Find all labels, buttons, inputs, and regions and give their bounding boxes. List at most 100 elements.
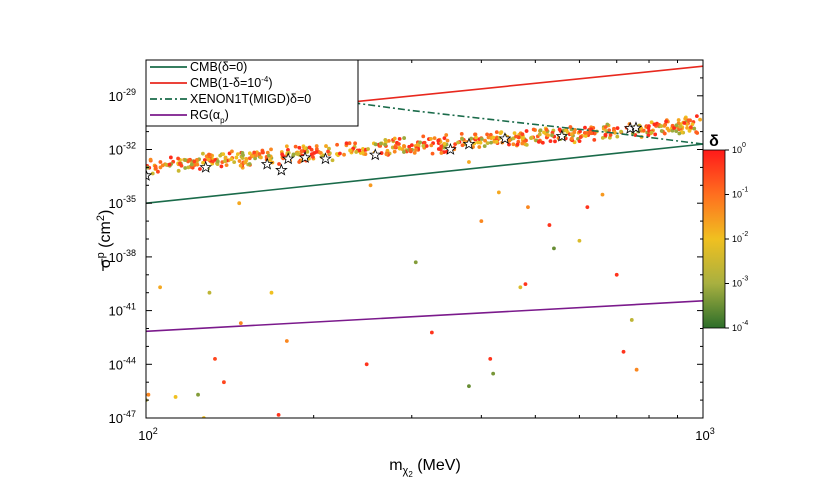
band-point: [335, 152, 339, 156]
band-point: [412, 150, 417, 155]
star-marker: [298, 151, 312, 164]
band-point: [158, 160, 163, 164]
band-point: [297, 145, 302, 150]
band-point: [548, 139, 553, 144]
colorbar-tick-label: 10-4: [732, 320, 748, 333]
band-point: [238, 163, 243, 168]
band-point: [491, 135, 496, 140]
band-point: [259, 155, 263, 160]
band-point: [432, 136, 437, 141]
band-point: [489, 140, 493, 145]
band-point: [436, 147, 441, 151]
band-point: [373, 142, 378, 147]
scatter-point: [237, 201, 242, 206]
band-point: [430, 151, 435, 156]
band-point: [207, 152, 211, 157]
band-point: [649, 130, 654, 135]
band-point: [439, 144, 444, 149]
band-point: [164, 162, 169, 167]
band-point: [492, 139, 496, 144]
band-point: [659, 124, 664, 128]
star-marker: [275, 163, 288, 176]
band-point: [257, 152, 262, 156]
scatter-point: [413, 260, 418, 265]
scatter-point: [479, 219, 484, 224]
scatter-point: [496, 190, 501, 195]
band-point: [557, 127, 562, 132]
band-point: [379, 141, 383, 146]
band-point: [240, 150, 245, 155]
scatter-point: [158, 285, 162, 290]
scatter-point: [467, 384, 471, 389]
band-point: [474, 135, 478, 140]
star-marker: [629, 121, 643, 134]
band-point: [266, 153, 271, 158]
scatter-point: [629, 318, 634, 322]
curve-0: [146, 143, 703, 204]
band-point: [476, 140, 480, 145]
x-tick-label: 103: [695, 426, 714, 443]
band-point: [160, 163, 165, 168]
band-point: [167, 162, 172, 167]
band-point: [200, 151, 205, 156]
y-tick-label: 10-35: [109, 194, 136, 211]
band-point: [537, 132, 542, 137]
band-point: [692, 126, 697, 131]
legend-label: CMB(1-δ=10-4): [190, 75, 273, 90]
band-point: [176, 168, 181, 173]
band-point: [421, 143, 426, 148]
band-point: [569, 136, 574, 141]
band-point: [686, 118, 691, 123]
curve-3: [146, 300, 703, 333]
x-tick-label: 102: [138, 426, 157, 443]
band-point: [422, 140, 427, 145]
band-point: [187, 158, 191, 163]
scatter-point: [577, 238, 582, 243]
band-point: [608, 133, 613, 137]
scatter-point: [488, 357, 493, 361]
legend-label: XENON1T(MIGD)δ=0: [190, 92, 311, 106]
band-point: [237, 159, 242, 163]
band-point: [243, 160, 248, 165]
band-point: [338, 151, 342, 156]
band-point: [221, 152, 226, 156]
band-point: [514, 134, 518, 139]
band-point: [347, 141, 352, 146]
scatter-point: [196, 392, 200, 397]
band-point: [583, 125, 587, 130]
band-point: [694, 130, 699, 135]
band-point: [192, 159, 197, 164]
star-marker: [199, 160, 213, 173]
band-point: [183, 166, 188, 170]
band-point: [183, 158, 188, 162]
band-point: [291, 152, 296, 157]
band-point: [286, 148, 290, 152]
band-point: [442, 141, 447, 146]
scatter-point: [364, 362, 369, 367]
band-point: [383, 138, 388, 142]
band-point: [676, 118, 681, 122]
band-point: [215, 159, 220, 164]
y-axis-title: σp (cm2): [95, 210, 114, 269]
band-point: [479, 137, 484, 141]
band-point: [235, 152, 240, 157]
band-point: [363, 152, 368, 156]
scatter-point: [276, 412, 281, 417]
band-point: [234, 155, 239, 160]
band-point: [678, 124, 683, 129]
band-point: [569, 132, 574, 137]
band-point: [342, 152, 346, 157]
band-point: [540, 140, 545, 145]
band-point: [230, 149, 234, 154]
band-point: [619, 129, 623, 134]
band-point: [254, 153, 258, 158]
scatter-point: [238, 321, 243, 326]
band-point: [153, 164, 158, 169]
scatter-point: [429, 330, 434, 335]
scatter-point: [547, 223, 552, 227]
band-point: [299, 149, 304, 154]
band-point: [444, 133, 449, 137]
band-point: [659, 129, 664, 133]
band-point: [583, 134, 588, 138]
band-point: [649, 120, 654, 125]
